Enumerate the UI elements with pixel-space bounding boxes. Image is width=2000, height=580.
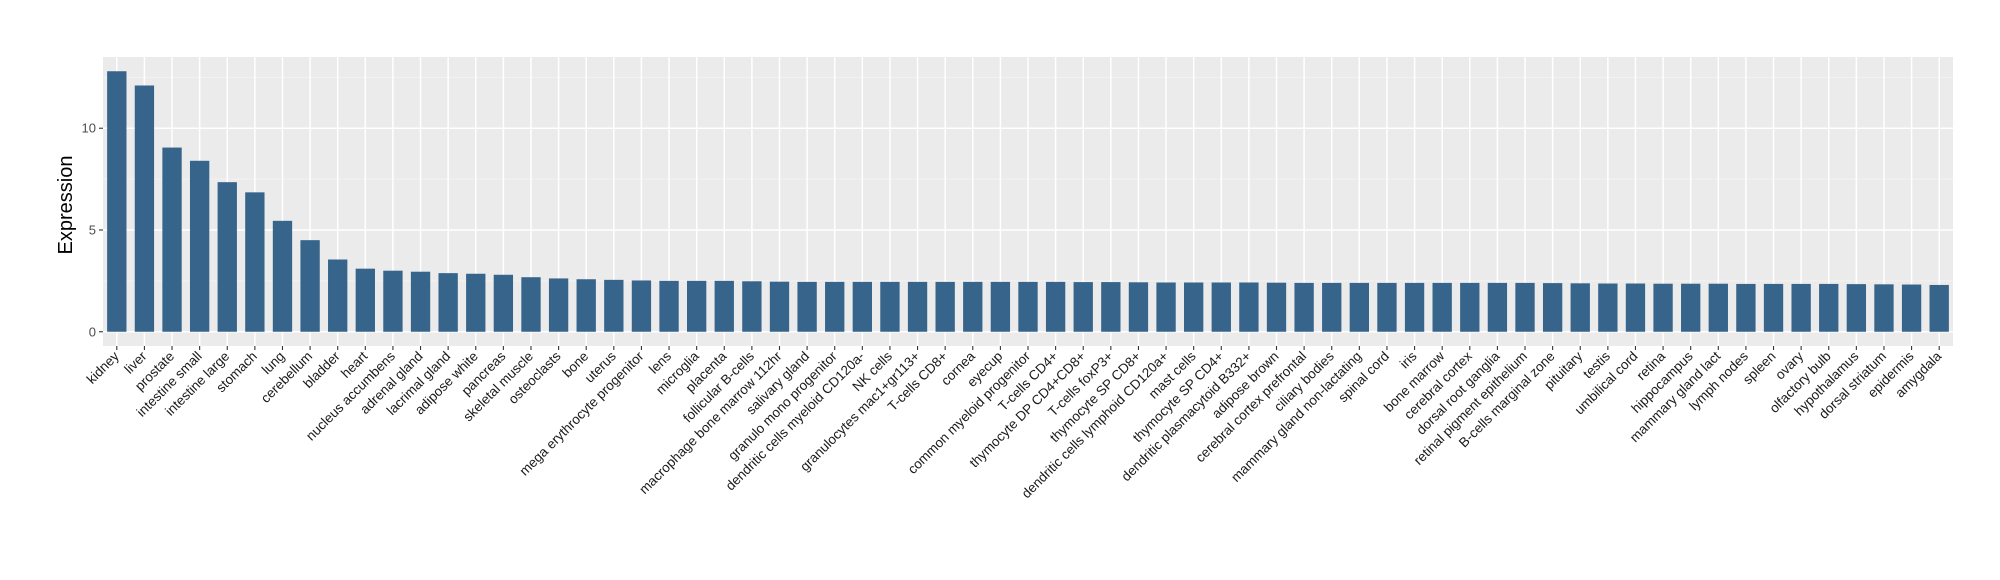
bar: [328, 259, 348, 332]
bar: [686, 280, 707, 332]
bar: [1018, 281, 1038, 332]
bar: [438, 273, 458, 332]
bar: [1625, 283, 1646, 332]
y-axis: 0 5 10: [82, 121, 103, 339]
bar: [1763, 283, 1784, 332]
y-tick-label: 10: [82, 121, 96, 136]
bar: [1211, 282, 1231, 332]
bar: [1681, 283, 1701, 332]
bar: [1542, 283, 1563, 332]
bar: [1487, 282, 1508, 332]
bar: [466, 273, 486, 332]
bar: [1846, 284, 1867, 332]
bar: [769, 281, 790, 332]
bar: [134, 85, 155, 332]
bar: [576, 279, 596, 332]
bar: [1708, 283, 1728, 332]
bar: [410, 271, 431, 332]
bar: [1874, 284, 1894, 332]
bar: [1239, 282, 1259, 332]
bar: [852, 281, 872, 332]
bar: [383, 270, 403, 332]
bar: [1736, 283, 1756, 332]
y-tick-label: 5: [89, 222, 96, 237]
bar: [742, 281, 762, 332]
bar: [1349, 282, 1370, 332]
bar: [935, 281, 955, 332]
bar: [1598, 283, 1618, 332]
bar: [1570, 283, 1590, 332]
bar: [1460, 282, 1480, 332]
bar: [1322, 282, 1342, 332]
bar: [1156, 282, 1176, 332]
bar: [1377, 282, 1397, 332]
bars: [107, 71, 1949, 332]
bar: [1045, 281, 1066, 332]
bar: [1184, 282, 1204, 332]
bar: [1294, 282, 1314, 332]
bar: [659, 280, 679, 332]
bar: [1266, 282, 1287, 332]
bar: [880, 281, 900, 332]
bar: [245, 192, 265, 332]
y-tick-label: 0: [89, 324, 96, 339]
bar: [355, 268, 375, 332]
bar: [1073, 282, 1093, 332]
bar: [1791, 283, 1811, 332]
bar: [1515, 282, 1535, 332]
bar: [521, 277, 541, 332]
bar: [1819, 283, 1839, 332]
bar: [1929, 284, 1949, 332]
bar: [1432, 282, 1452, 332]
bar: [1404, 282, 1425, 332]
bar: [548, 278, 569, 332]
bar: [493, 274, 514, 332]
bar: [825, 281, 845, 332]
bar: [272, 220, 293, 332]
bar: [631, 280, 652, 332]
bar: [300, 240, 320, 332]
bar: [797, 281, 817, 332]
bar: [107, 71, 127, 332]
bar: [1128, 282, 1149, 332]
bar: [604, 279, 624, 332]
bar: [1653, 283, 1673, 332]
bar: [217, 182, 237, 332]
bar: [990, 281, 1011, 332]
y-axis-title: Expression: [55, 156, 77, 255]
bar: [907, 281, 928, 332]
bar: [963, 281, 983, 332]
bar: [162, 147, 182, 332]
bar: [189, 160, 210, 332]
bar: [1101, 282, 1121, 332]
bar: [714, 280, 734, 332]
bar: [1901, 284, 1922, 332]
